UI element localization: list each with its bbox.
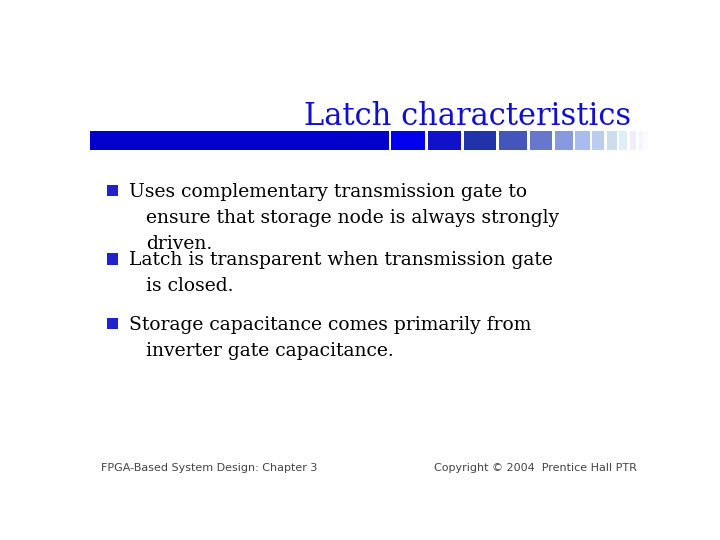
Bar bbox=[107, 318, 118, 329]
Text: driven.: driven. bbox=[145, 235, 212, 253]
Bar bbox=[639, 131, 643, 150]
Bar bbox=[530, 131, 552, 150]
Bar bbox=[593, 131, 605, 150]
Bar bbox=[629, 131, 636, 150]
Bar bbox=[90, 131, 389, 150]
Bar bbox=[575, 131, 590, 150]
Text: FPGA-Based System Design: Chapter 3: FPGA-Based System Design: Chapter 3 bbox=[101, 463, 318, 473]
Bar bbox=[107, 253, 118, 265]
Text: Latch characteristics: Latch characteristics bbox=[304, 102, 631, 132]
Text: ensure that storage node is always strongly: ensure that storage node is always stron… bbox=[145, 209, 559, 227]
Text: Storage capacitance comes primarily from: Storage capacitance comes primarily from bbox=[129, 316, 531, 334]
Text: Copyright © 2004  Prentice Hall PTR: Copyright © 2004 Prentice Hall PTR bbox=[434, 463, 637, 473]
Text: Latch is transparent when transmission gate: Latch is transparent when transmission g… bbox=[129, 251, 553, 269]
Bar bbox=[644, 131, 648, 150]
Bar bbox=[107, 185, 118, 196]
Bar bbox=[464, 131, 496, 150]
Bar bbox=[555, 131, 573, 150]
Bar bbox=[607, 131, 617, 150]
Bar bbox=[499, 131, 527, 150]
Text: Uses complementary transmission gate to: Uses complementary transmission gate to bbox=[129, 183, 527, 201]
Text: inverter gate capacitance.: inverter gate capacitance. bbox=[145, 342, 394, 360]
Text: is closed.: is closed. bbox=[145, 278, 233, 295]
Bar bbox=[428, 131, 461, 150]
Bar bbox=[619, 131, 627, 150]
Bar bbox=[392, 131, 425, 150]
